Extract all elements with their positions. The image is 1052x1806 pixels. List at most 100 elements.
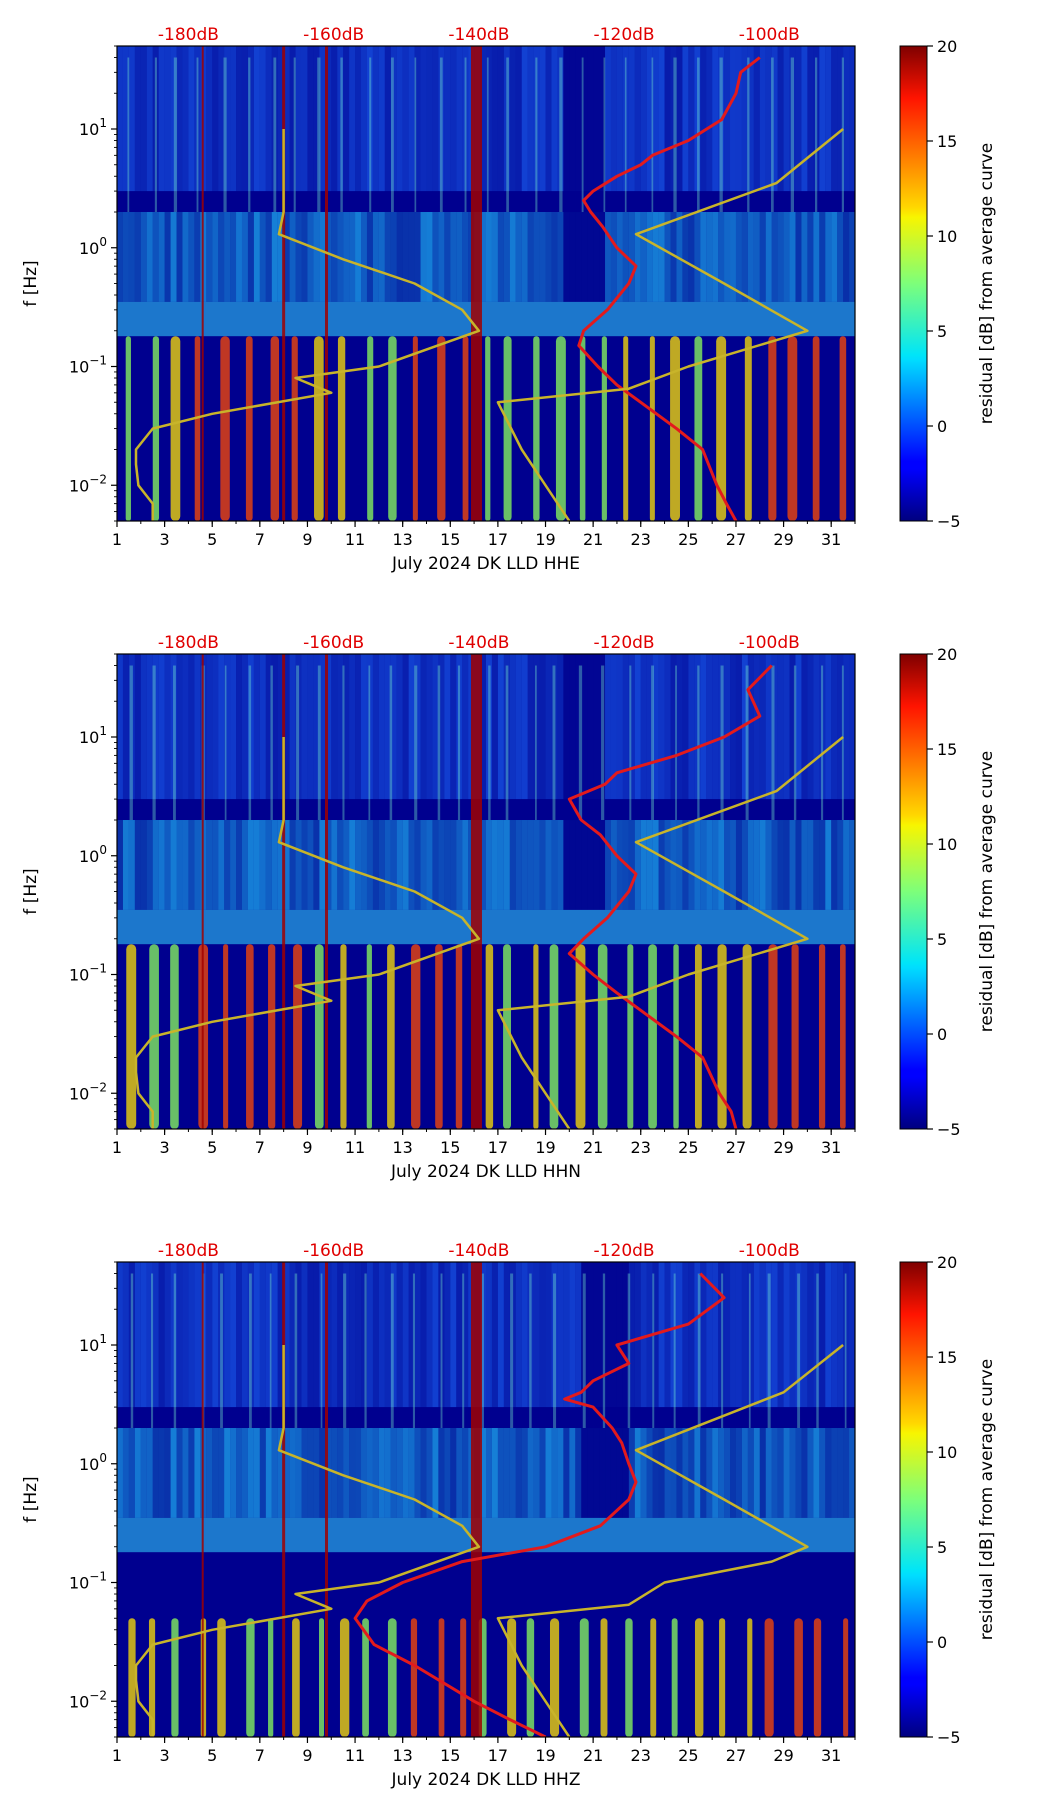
- db-scale-label: -120dB: [594, 25, 655, 45]
- x-tick-label: 13: [392, 1746, 412, 1765]
- x-axis-label: July 2024 DK LLD HHE: [391, 554, 580, 574]
- x-tick-label: 1: [112, 530, 122, 549]
- colorbar-tick-label: −5: [937, 1728, 961, 1747]
- y-minor-ticks: [114, 1261, 117, 1738]
- db-scale-label: -120dB: [594, 1241, 655, 1261]
- x-tick-label: 11: [345, 530, 365, 549]
- y-tick-label: 100: [79, 235, 107, 258]
- x-tick-label: 17: [488, 530, 508, 549]
- db-scale-label: -100dB: [739, 1241, 800, 1261]
- x-tick-label: 31: [821, 1746, 841, 1765]
- x-tick-label: 7: [255, 530, 265, 549]
- y-tick-label: 10−1: [69, 354, 107, 377]
- x-tick-label: 15: [440, 530, 460, 549]
- x-tick-label: 11: [345, 1746, 365, 1765]
- x-tick-label: 21: [583, 530, 603, 549]
- ppsd-mean-curve: [353, 1272, 726, 1737]
- x-tick-label: 27: [726, 1746, 746, 1765]
- y-axis-label: f [Hz]: [21, 868, 41, 914]
- colorbar-label: residual [dB] from average curve: [977, 751, 997, 1032]
- x-tick-label: 9: [302, 530, 312, 549]
- colorbar-tick-label: 15: [937, 740, 957, 759]
- x-tick-label: 25: [678, 1138, 698, 1157]
- db-scale-label: -180dB: [158, 25, 219, 45]
- colorbar-tick-label: 5: [937, 930, 947, 949]
- x-tick-label: 29: [773, 530, 793, 549]
- noise-model-line: [134, 129, 481, 521]
- x-tick-label: 5: [207, 1138, 217, 1157]
- colorbar: 20 15 10 5 0 −5 residual [dB] from average cur…: [899, 37, 997, 531]
- db-scale-label: -180dB: [158, 1241, 219, 1261]
- y-tick-label: 10−2: [69, 1080, 107, 1103]
- x-tick-label: 7: [255, 1746, 265, 1765]
- db-scale-label: -100dB: [739, 25, 800, 45]
- db-scale-label: -180dB: [158, 633, 219, 653]
- x-tick-label: 19: [535, 1138, 555, 1157]
- y-tick-label: 10−2: [69, 472, 107, 495]
- x-tick-label: 17: [488, 1746, 508, 1765]
- x-tick-label: 27: [726, 1138, 746, 1157]
- x-tick-label: 31: [821, 1138, 841, 1157]
- colorbar-tick-label: −5: [937, 512, 961, 531]
- colorbar-label: residual [dB] from average curve: [977, 143, 997, 424]
- colorbar-tick-label: 10: [937, 1443, 957, 1462]
- x-axis-label: July 2024 DK LLD HHN: [390, 1162, 581, 1182]
- db-scale-label: -160dB: [303, 1241, 364, 1261]
- x-tick-label: 9: [302, 1746, 312, 1765]
- x-tick-label: 13: [392, 1138, 412, 1157]
- x-tick-label: 5: [207, 1746, 217, 1765]
- colorbar-tick-label: 5: [937, 1538, 947, 1557]
- y-tick-label: 10−2: [69, 1688, 107, 1711]
- x-tick-label: 19: [535, 1746, 555, 1765]
- db-scale-label: -140dB: [448, 25, 509, 45]
- y-tick-label: 100: [79, 1451, 107, 1474]
- db-scale-label: -100dB: [739, 633, 800, 653]
- x-tick-label: 7: [255, 1138, 265, 1157]
- colorbar: 20 15 10 5 0 −5 residual [dB] from average cur…: [899, 645, 997, 1139]
- spectrogram-image: [117, 654, 855, 1129]
- y-tick-label: 10−1: [69, 1570, 107, 1593]
- x-tick-label: 29: [773, 1138, 793, 1157]
- y-minor-ticks: [114, 653, 117, 1130]
- colorbar-tick-label: 0: [937, 1633, 947, 1652]
- x-tick-label: 23: [631, 530, 651, 549]
- x-tick-label: 23: [631, 1746, 651, 1765]
- colorbar-tick-label: 20: [937, 645, 957, 664]
- x-axis-label: July 2024 DK LLD HHZ: [391, 1770, 581, 1790]
- colorbar-tick-label: 10: [937, 227, 957, 246]
- x-tick-label: 3: [160, 1746, 170, 1765]
- noise-model-line: [134, 1345, 481, 1737]
- noise-model-right-line: [496, 128, 844, 521]
- noise-model-right-line: [496, 1344, 844, 1737]
- ppsd-mean-curve: [567, 664, 773, 1129]
- noise-model-right-line: [496, 736, 844, 1129]
- y-tick-label: 101: [79, 1332, 107, 1355]
- y-tick-label: 10−1: [69, 962, 107, 985]
- x-tick-label: 27: [726, 530, 746, 549]
- colorbar: 20 15 10 5 0 −5 residual [dB] from average cur…: [899, 1253, 997, 1747]
- x-tick-label: 15: [440, 1138, 460, 1157]
- x-tick-label: 23: [631, 1138, 651, 1157]
- spectrogram-image: [117, 46, 855, 521]
- colorbar-tick-label: 0: [937, 417, 947, 436]
- db-scale-label: -140dB: [448, 633, 509, 653]
- db-scale-label: -120dB: [594, 633, 655, 653]
- x-tick-label: 3: [160, 530, 170, 549]
- x-tick-label: 31: [821, 530, 841, 549]
- x-tick-label: 15: [440, 1746, 460, 1765]
- ppsd-mean-curve: [577, 56, 761, 521]
- x-tick-label: 11: [345, 1138, 365, 1157]
- colorbar-tick-label: 20: [937, 1253, 957, 1272]
- x-tick-label: 25: [678, 1746, 698, 1765]
- y-tick-label: 101: [79, 724, 107, 747]
- y-minor-ticks: [114, 45, 117, 522]
- x-tick-label: 21: [583, 1746, 603, 1765]
- x-tick-label: 21: [583, 1138, 603, 1157]
- noise-model-line: [134, 737, 481, 1129]
- colorbar-tick-label: 15: [937, 1348, 957, 1367]
- db-scale-label: -160dB: [303, 633, 364, 653]
- colorbar-tick-label: 15: [937, 132, 957, 151]
